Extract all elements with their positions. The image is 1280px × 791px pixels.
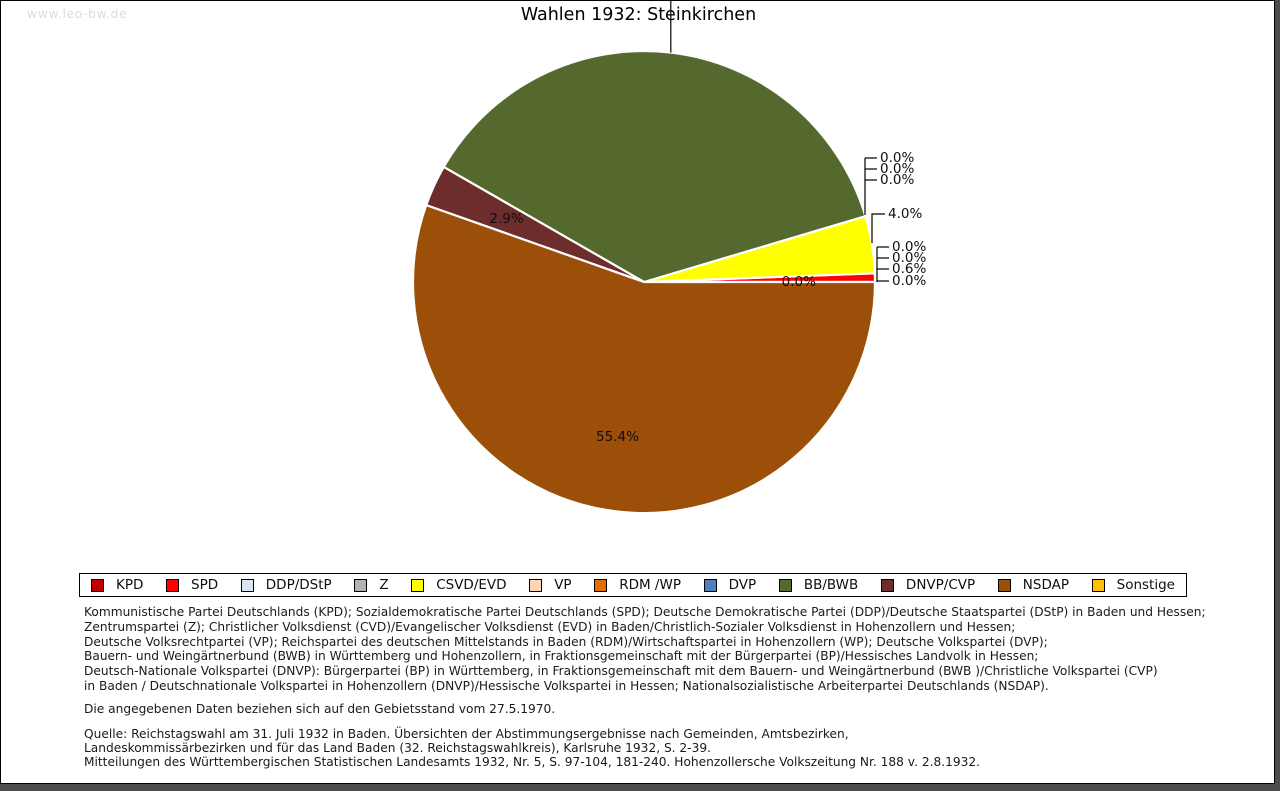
note-line: Mitteilungen des Württembergischen Stati… [84, 755, 980, 769]
legend-item-vp: VP [529, 577, 572, 593]
watermark: www.leo-bw.de [27, 6, 128, 21]
pie-label-vp: 0.0% [880, 172, 914, 188]
party-definitions: Kommunistische Partei Deutschlands (KPD)… [84, 605, 1206, 694]
source-note: Quelle: Reichstagswahl am 31. Juli 1932 … [84, 727, 980, 769]
note-line: Kommunistische Partei Deutschlands (KPD)… [84, 605, 1206, 619]
legend-swatch-bb-bwb [778, 578, 792, 592]
legend-swatch-ddp-dstp [240, 578, 254, 592]
pie-label-dnvp-cvp: 2.9% [489, 211, 523, 227]
note-line: in Baden / Deutschnationale Volkspartei … [84, 678, 1049, 693]
legend-label: DNVP/CVP [905, 577, 976, 593]
legend-label: KPD [116, 577, 144, 593]
pie-slice-csvd-evd [642, 215, 876, 284]
pie-label-rdm-wp: 0.0% [880, 161, 914, 177]
legend-label: Sonstige [1116, 577, 1175, 593]
legend-item-rdm-wp: RDM /WP [594, 577, 681, 593]
pie-label-sonstige: 0.0% [782, 274, 816, 290]
pie-label-spd: 0.6% [892, 261, 926, 277]
legend-label: DDP/DStP [265, 577, 332, 593]
legend-item-nsdap: NSDAP [997, 577, 1069, 593]
legend-swatch-vp [529, 578, 543, 592]
pie-label-nsdap: 55.4% [596, 429, 639, 445]
pie-slice-spd [642, 272, 877, 284]
leader-line-csvd-evd [871, 213, 885, 243]
legend-label: DVP [728, 577, 757, 593]
legend-swatch-z [354, 578, 368, 592]
gebietsstand-note: Die angegebenen Daten beziehen sich auf … [84, 702, 556, 716]
legend-label: RDM /WP [619, 577, 681, 593]
note-line: Bauern- und Weingärtnerbund (BWB) in Wür… [84, 649, 1039, 664]
pie-chart: 0.0%0.6%0.0%0.0%4.0%0.0%0.0%0.0%2.9%55.4… [411, 1, 926, 515]
legend-item-csvd-evd: CSVD/EVD [411, 577, 507, 593]
legend-swatch-spd [166, 578, 180, 592]
pie-label-kpd: 0.0% [892, 273, 926, 289]
legend-item-sonstige: Sonstige [1091, 577, 1175, 593]
legend-swatch-nsdap [997, 578, 1011, 592]
pie-label-ddp-dstp: 0.0% [892, 250, 926, 266]
legend: KPD SPD DDP/DStP Z CSVD/EVD VP RDM /WP DVP BB/BW… [79, 573, 1187, 597]
page-title: Wahlen 1932: Steinkirchen [520, 5, 757, 25]
legend-swatch-csvd-evd [411, 578, 425, 592]
pie-slice-bb-bwb [442, 49, 867, 284]
pie-label-z: 0.0% [892, 239, 926, 255]
legend-swatch-sonstige [1091, 578, 1105, 592]
legend-swatch-dvp [703, 578, 717, 592]
legend-label: CSVD/EVD [436, 577, 507, 593]
legend-item-dnvp-cvp: DNVP/CVP [880, 577, 976, 593]
legend-label: Z [379, 577, 389, 593]
legend-label: SPD [191, 577, 219, 593]
pie-label-csvd-evd: 4.0% [888, 206, 922, 222]
legend-item-dvp: DVP [703, 577, 757, 593]
pie-label-dvp: 0.0% [880, 150, 914, 166]
pie-slice-nsdap [411, 204, 877, 515]
note-line: Quelle: Reichstagswahl am 31. Juli 1932 … [84, 727, 849, 741]
legend-item-kpd: KPD [91, 577, 143, 593]
note-line: Deutsch-Nationale Volkspartei (DNVP): Bü… [84, 664, 1158, 678]
note-line: Deutsche Volksrechtpartei (VP); Reichspa… [84, 634, 1048, 649]
note-line: Zentrumspartei (Z); Christlicher Volksdi… [84, 619, 1016, 634]
legend-label: BB/BWB [803, 577, 859, 593]
legend-swatch-kpd [91, 578, 104, 592]
legend-label: NSDAP [1022, 577, 1069, 593]
legend-swatch-dnvp-cvp [880, 578, 894, 592]
legend-item-ddp-dstp: DDP/DStP [240, 577, 332, 593]
note-line: Landeskommissärbezirken und für das Land… [84, 741, 711, 755]
legend-item-spd: SPD [166, 577, 218, 593]
legend-swatch-rdm-wp [594, 578, 608, 592]
legend-label: VP [554, 577, 572, 593]
pie-slice-dnvp-cvp [425, 165, 646, 284]
legend-item-bb-bwb: BB/BWB [778, 577, 859, 593]
legend-item-z: Z [354, 577, 389, 593]
